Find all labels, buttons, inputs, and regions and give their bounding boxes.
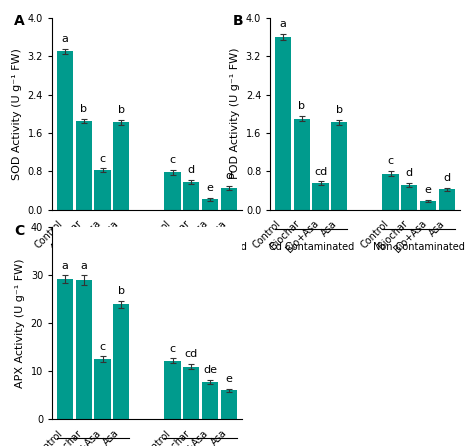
Y-axis label: SOD Activity (U g⁻¹ FW): SOD Activity (U g⁻¹ FW) bbox=[12, 48, 22, 180]
Bar bbox=[164, 361, 181, 419]
Text: c: c bbox=[170, 155, 176, 165]
Text: c: c bbox=[388, 157, 394, 166]
Bar bbox=[76, 280, 92, 419]
Bar bbox=[202, 382, 218, 419]
Bar bbox=[94, 359, 111, 419]
Text: d: d bbox=[225, 171, 232, 182]
Bar bbox=[401, 185, 418, 210]
Bar bbox=[183, 367, 200, 419]
Text: a: a bbox=[62, 260, 69, 271]
Text: Non Contaminated: Non Contaminated bbox=[155, 242, 246, 252]
Y-axis label: POD Activity (U g⁻¹ FW): POD Activity (U g⁻¹ FW) bbox=[230, 48, 240, 179]
Bar bbox=[57, 279, 73, 419]
Text: b: b bbox=[336, 105, 343, 115]
Bar bbox=[438, 190, 455, 210]
Text: a: a bbox=[81, 260, 87, 271]
Text: Cd Contaminated: Cd Contaminated bbox=[51, 242, 136, 252]
Bar bbox=[294, 119, 310, 210]
Text: c: c bbox=[100, 153, 106, 164]
Text: A: A bbox=[14, 14, 25, 28]
Text: b: b bbox=[118, 286, 125, 296]
Y-axis label: APX Activity (U g⁻¹ FW): APX Activity (U g⁻¹ FW) bbox=[15, 259, 25, 388]
Bar bbox=[183, 182, 200, 210]
Bar bbox=[113, 304, 129, 419]
Text: e: e bbox=[425, 185, 431, 195]
Text: B: B bbox=[232, 14, 243, 28]
Text: c: c bbox=[170, 343, 176, 354]
Text: a: a bbox=[62, 34, 69, 44]
Bar bbox=[312, 183, 329, 210]
Bar bbox=[220, 188, 237, 210]
Text: d: d bbox=[188, 165, 195, 175]
Text: c: c bbox=[100, 342, 106, 351]
Text: a: a bbox=[280, 19, 287, 29]
Text: cd: cd bbox=[314, 166, 327, 177]
Text: Non Contaminated: Non Contaminated bbox=[373, 242, 465, 252]
Bar bbox=[275, 37, 292, 210]
Text: b: b bbox=[81, 104, 87, 114]
Bar bbox=[57, 51, 73, 210]
Text: Cd Contaminated: Cd Contaminated bbox=[269, 242, 354, 252]
Text: cd: cd bbox=[185, 349, 198, 359]
Bar bbox=[202, 199, 218, 210]
Bar bbox=[164, 172, 181, 210]
Bar bbox=[113, 122, 129, 210]
Bar bbox=[220, 391, 237, 419]
Bar bbox=[76, 121, 92, 210]
Text: d: d bbox=[443, 173, 450, 183]
Text: e: e bbox=[207, 183, 213, 193]
Text: C: C bbox=[14, 223, 25, 238]
Bar bbox=[383, 173, 399, 210]
Bar bbox=[94, 170, 111, 210]
Text: b: b bbox=[299, 101, 305, 112]
Bar bbox=[420, 201, 436, 210]
Text: b: b bbox=[118, 105, 125, 115]
Text: e: e bbox=[225, 374, 232, 384]
Text: d: d bbox=[406, 168, 413, 178]
Text: de: de bbox=[203, 365, 217, 375]
Bar bbox=[331, 122, 347, 210]
